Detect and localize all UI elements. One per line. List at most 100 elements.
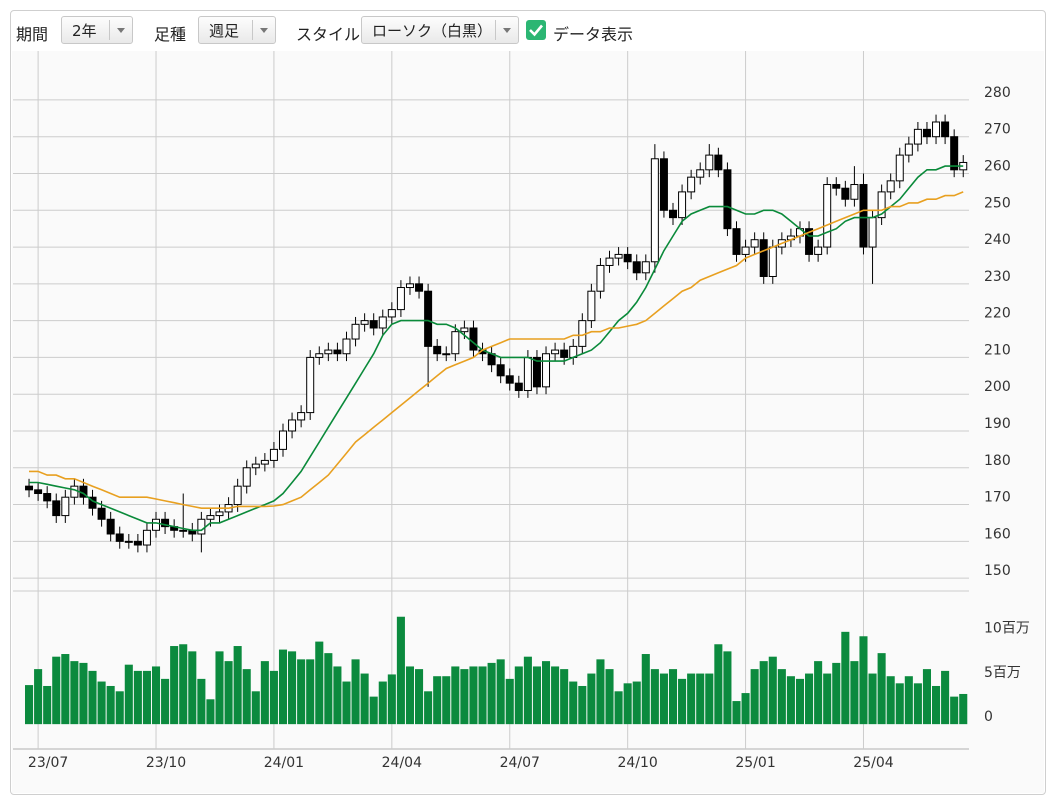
candle-body xyxy=(678,191,687,219)
candle-body xyxy=(904,143,913,156)
candle-body xyxy=(387,309,396,318)
data-checkbox[interactable] xyxy=(526,20,546,40)
style-dropdown[interactable]: ローソク（白黒） xyxy=(361,16,519,44)
y-tick-label: 220 xyxy=(984,306,1011,322)
volume-bar xyxy=(70,661,79,725)
candle-body xyxy=(932,121,941,138)
candle-body xyxy=(532,356,541,388)
candle-body xyxy=(859,184,868,248)
candle-body xyxy=(750,239,759,248)
candle-body xyxy=(941,121,950,138)
volume-bar xyxy=(814,661,823,725)
volume-bar xyxy=(541,661,551,725)
data-label: データ表示 xyxy=(553,25,634,44)
y-tick-label: 180 xyxy=(984,453,1011,469)
candle-body xyxy=(805,228,814,255)
volume-bar xyxy=(451,666,460,725)
candle-body xyxy=(868,217,877,248)
volume-bar xyxy=(25,685,34,725)
volume-bar xyxy=(732,701,741,725)
volume-bar xyxy=(405,666,415,725)
volume-bar xyxy=(614,691,623,725)
candle-body xyxy=(179,529,188,532)
candle-body xyxy=(242,467,251,487)
volume-bar xyxy=(687,673,696,725)
volume-bar xyxy=(678,678,687,725)
candle-body xyxy=(587,290,596,322)
candle-body xyxy=(632,261,641,274)
y-tick-label: 270 xyxy=(984,122,1011,138)
candle-body xyxy=(950,136,959,171)
volume-bar xyxy=(97,681,106,725)
candle-body xyxy=(324,349,333,355)
volume-bar xyxy=(850,661,859,725)
volume-bar xyxy=(351,659,360,725)
candle-body xyxy=(514,382,523,392)
volume-bar xyxy=(206,699,215,725)
style-value: ローソク（白黒） xyxy=(372,22,493,40)
volume-bar xyxy=(179,644,188,725)
candle-body xyxy=(460,327,469,333)
candle-body xyxy=(197,518,206,535)
volume-bar xyxy=(623,683,632,725)
y-tick-label: 260 xyxy=(984,158,1011,174)
moving-average-line xyxy=(29,191,964,509)
volume-bar xyxy=(61,654,70,725)
interval-label: 足種 xyxy=(154,25,187,44)
volume-bar xyxy=(297,659,306,725)
y-tick-label: 230 xyxy=(984,269,1011,285)
y-tick-label: 160 xyxy=(984,526,1011,542)
volume-bar xyxy=(560,669,569,725)
volume-bar xyxy=(433,676,442,725)
interval-dropdown[interactable]: 週足 xyxy=(198,16,276,44)
volume-bar xyxy=(596,659,605,725)
toolbar: 期間 2年 足種 週足 スタイル ローソク（白黒） データ表示 xyxy=(11,11,1045,51)
candle-body xyxy=(215,511,224,517)
candle-body xyxy=(233,485,242,506)
volume-bar xyxy=(578,685,587,725)
candle-body xyxy=(832,184,841,189)
candle-body xyxy=(260,459,269,465)
volume-tick-label: 0 xyxy=(984,709,993,725)
candle-body xyxy=(886,180,895,193)
candle-body xyxy=(551,349,560,355)
candle-body xyxy=(523,356,532,392)
candle-body xyxy=(714,154,723,171)
volume-bar xyxy=(941,670,950,725)
volume-bar xyxy=(659,673,668,725)
candle-body xyxy=(278,430,287,450)
volume-bar xyxy=(913,683,922,725)
volume-bar xyxy=(387,674,396,725)
period-dropdown[interactable]: 2年 xyxy=(61,16,133,44)
volume-bar xyxy=(161,678,170,725)
volume-bar xyxy=(959,693,968,725)
candle-body xyxy=(841,187,850,200)
volume-tick-label: 5百万 xyxy=(984,665,1021,681)
candle-body xyxy=(433,345,442,355)
candle-body xyxy=(687,176,696,193)
candle-body xyxy=(641,261,650,274)
volume-bar xyxy=(750,669,759,725)
volume-bar xyxy=(551,666,560,725)
moving-average-line xyxy=(29,165,964,532)
candle-body xyxy=(451,331,460,355)
volume-bar xyxy=(632,681,641,725)
volume-bar xyxy=(124,664,133,725)
volume-bar xyxy=(215,651,224,725)
volume-bar xyxy=(242,669,251,725)
x-tick-label: 24/04 xyxy=(382,755,422,771)
x-tick-label: 25/01 xyxy=(735,755,775,771)
volume-bar xyxy=(487,662,496,725)
candle-body xyxy=(469,327,478,351)
volume-bar xyxy=(424,691,433,725)
volume-bar xyxy=(306,659,315,725)
y-tick-label: 190 xyxy=(984,416,1011,432)
candle-body xyxy=(614,253,623,259)
volume-bar xyxy=(115,691,124,725)
volume-bar xyxy=(877,653,886,725)
y-tick-label: 150 xyxy=(984,563,1011,579)
candle-body xyxy=(732,228,741,255)
candle-body xyxy=(922,128,931,138)
candle-body xyxy=(814,246,823,255)
volume-bar xyxy=(324,653,333,725)
